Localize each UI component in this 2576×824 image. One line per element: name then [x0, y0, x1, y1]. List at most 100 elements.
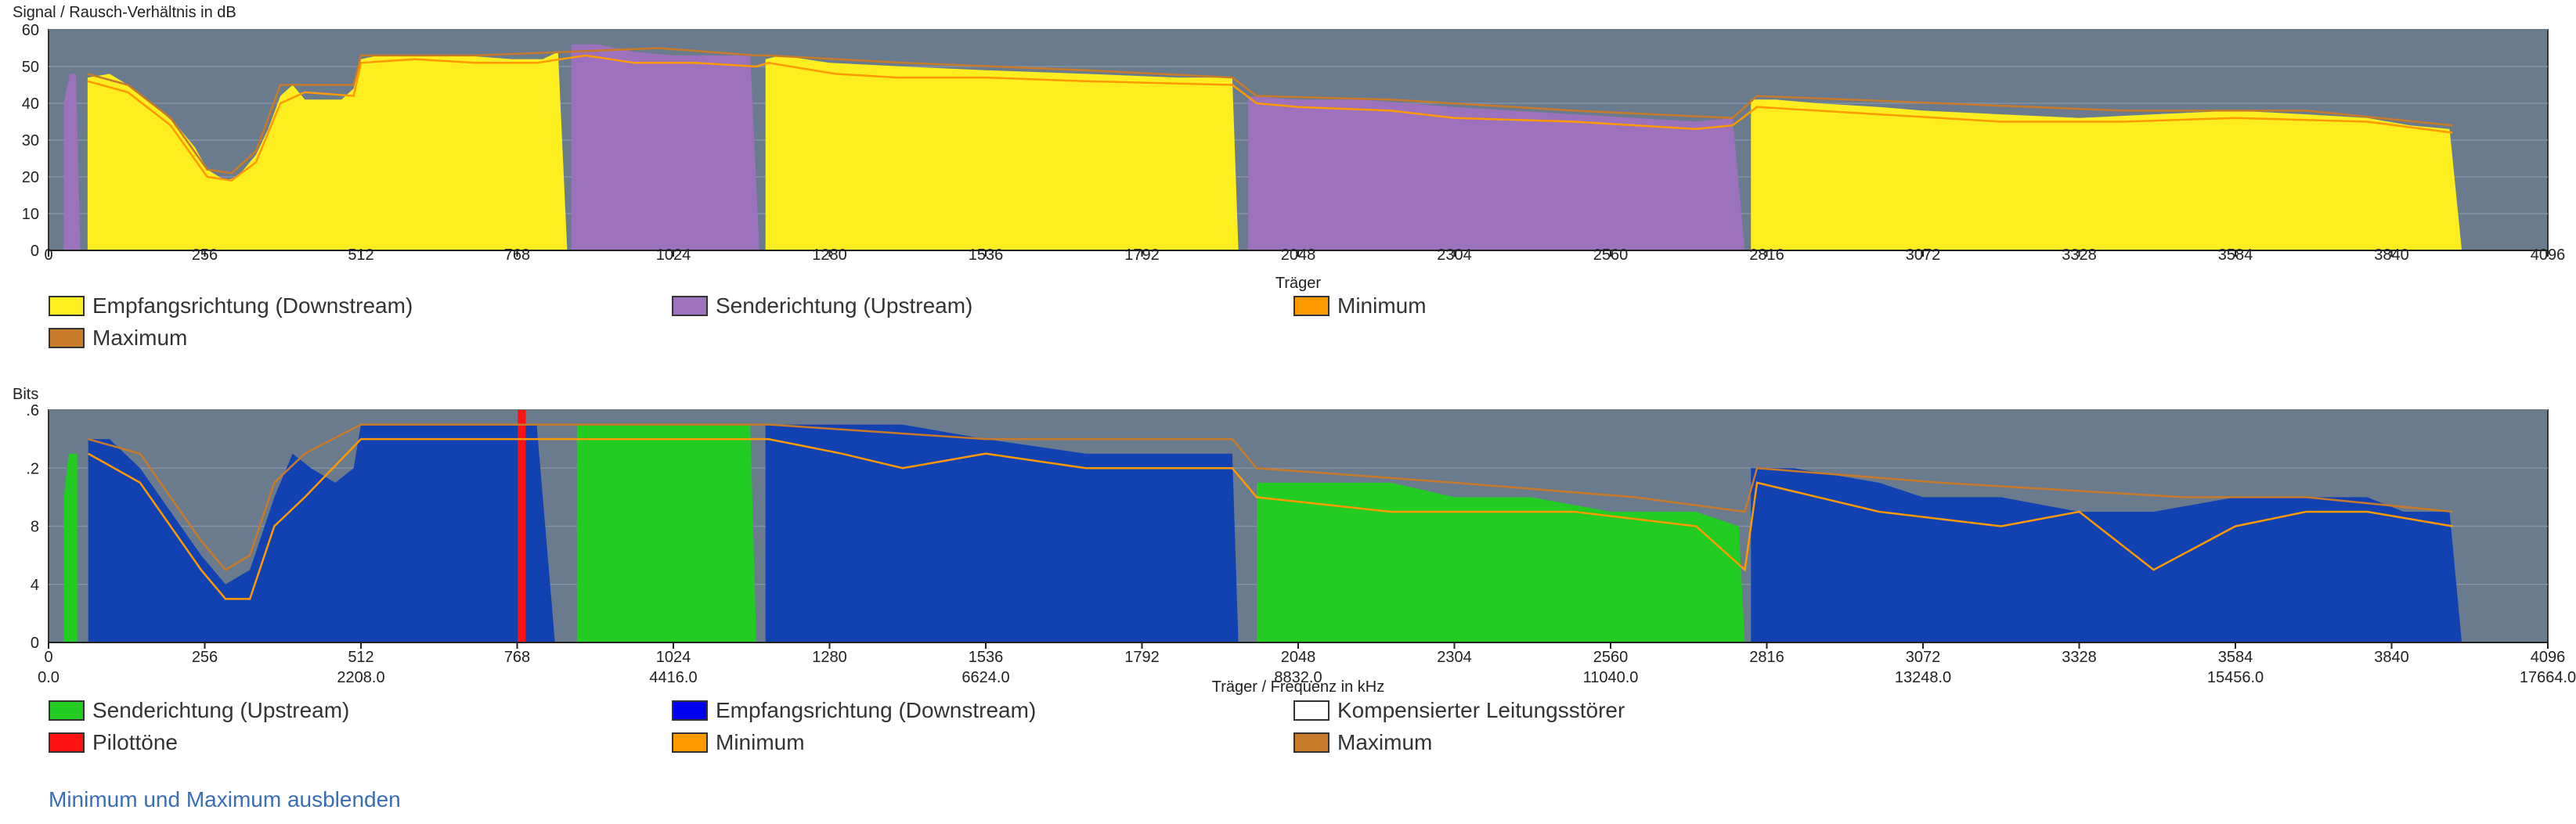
x-tick-label: 0 — [44, 649, 52, 666]
legend-label: Senderichtung (Upstream) — [716, 293, 973, 318]
y-tick-label: 0 — [31, 243, 39, 260]
legend-bits-maximum[interactable]: Maximum — [1293, 730, 1432, 755]
legend-snr-maximum[interactable]: Maximum — [49, 326, 187, 351]
x-tick-label: 2048 — [1281, 649, 1316, 666]
x-tick-khz-label: 2208.0 — [337, 669, 384, 686]
x-tick-label: 3584 — [2218, 246, 2253, 264]
x-tick-label: 256 — [192, 246, 218, 264]
y-tick-label: 40 — [22, 95, 39, 113]
legend-bits-pilot[interactable]: Pilottöne — [49, 730, 178, 755]
legend-bits-upstream[interactable]: Senderichtung (Upstream) — [49, 698, 349, 723]
y-tick-label: 50 — [22, 59, 39, 76]
x-tick-label: 1280 — [812, 649, 847, 666]
legend-label: Pilottöne — [92, 730, 178, 754]
legend-label: Empfangsrichtung (Downstream) — [92, 293, 413, 318]
y-tick-label: .6 — [26, 402, 39, 419]
y-tick-label: 8 — [31, 519, 39, 536]
x-tick-khz-label: 8832.0 — [1274, 669, 1322, 686]
legend-label: Empfangsrichtung (Downstream) — [716, 698, 1037, 722]
x-tick-khz-label: 0.0 — [38, 669, 60, 686]
x-tick-label: 3584 — [2218, 649, 2253, 666]
chart-2: 0 4 8 .2 .6 0 256 512 768 1024 1280 1536 1792 2048 230… — [13, 386, 2576, 696]
series-band — [63, 74, 81, 251]
x-tick-label: 3840 — [2374, 649, 2409, 666]
legend-label: Kompensierter Leitungsstörer — [1337, 698, 1625, 722]
legend-swatch — [1293, 732, 1329, 753]
x-tick-label: 512 — [348, 649, 373, 666]
toggle-min-max-link[interactable]: Minimum und Maximum ausblenden — [49, 787, 401, 811]
x-tick-khz-label: 11040.0 — [1583, 669, 1639, 686]
maximum-line — [88, 423, 2453, 571]
y-tick-label: 30 — [22, 132, 39, 149]
x-tick-label: 512 — [348, 246, 373, 264]
series-band — [1751, 99, 2462, 250]
legend-snr-downstream[interactable]: Empfangsrichtung (Downstream) — [49, 293, 413, 318]
legend-snr-upstream[interactable]: Senderichtung (Upstream) — [672, 293, 972, 318]
y-tick-label: 4 — [31, 577, 39, 594]
series-band — [765, 424, 1239, 642]
legend-swatch — [49, 732, 85, 753]
legend-swatch — [672, 700, 708, 721]
x-tick-label: 1792 — [1124, 649, 1160, 666]
x-tick-label: 768 — [504, 649, 530, 666]
series-band — [87, 52, 568, 250]
y-tick-label: .2 — [26, 460, 39, 477]
y-tick-label: 60 — [22, 22, 39, 39]
chart-title: Signal / Rausch-Verhältnis in dB — [13, 4, 236, 21]
legend-swatch — [1293, 296, 1329, 316]
minimum-line — [87, 54, 2453, 182]
x-tick-label: 2560 — [1593, 649, 1629, 666]
maximum-line — [87, 47, 2453, 175]
x-tick-label: 1024 — [656, 246, 691, 264]
series-band — [765, 55, 1239, 251]
series-band — [576, 424, 756, 642]
legend-label: Maximum — [92, 326, 188, 350]
x-tick-label: 2304 — [1437, 246, 1472, 264]
legend-label: Minimum — [1337, 293, 1427, 318]
legend-bits-minimum[interactable]: Minimum — [672, 730, 805, 755]
x-tick-khz-label: 15456.0 — [2207, 669, 2264, 686]
legend-swatch — [672, 732, 708, 753]
x-axis-label: Träger / Frequenz in kHz — [1212, 678, 1384, 696]
x-tick-label: 0 — [44, 246, 52, 264]
y-tick-label: 0 — [31, 635, 39, 652]
legend-swatch — [49, 700, 85, 721]
y-tick-label: 20 — [22, 169, 39, 186]
legend-label: Maximum — [1337, 730, 1433, 754]
legend-label: Minimum — [716, 730, 805, 754]
series-band — [518, 410, 526, 642]
x-tick-label: 2560 — [1593, 246, 1629, 264]
x-tick-label: 2048 — [1281, 246, 1316, 264]
x-tick-label: 2816 — [1749, 246, 1784, 264]
x-tick-label: 768 — [504, 246, 530, 264]
y-tick-label: 10 — [22, 206, 39, 223]
x-tick-label: 3328 — [2062, 649, 2097, 666]
legend-snr-minimum[interactable]: Minimum — [1293, 293, 1427, 318]
x-tick-khz-label: 17664.0 — [2520, 669, 2576, 686]
series-band — [1257, 482, 1745, 642]
x-tick-label: 4096 — [2531, 649, 2566, 666]
legend-bits-compensated[interactable]: Kompensierter Leitungsstörer — [1293, 698, 1625, 723]
series-band — [88, 424, 555, 642]
x-tick-label: 1536 — [969, 246, 1004, 264]
x-tick-khz-label: 6624.0 — [961, 669, 1009, 686]
series-band — [571, 44, 759, 251]
legend-swatch — [672, 296, 708, 316]
series-band — [63, 453, 78, 642]
x-tick-khz-label: 13248.0 — [1895, 669, 1951, 686]
legend-swatch — [49, 296, 85, 316]
legend-bits-downstream[interactable]: Empfangsrichtung (Downstream) — [672, 698, 1036, 723]
x-tick-label: 3072 — [1906, 649, 1941, 666]
legend-swatch — [1293, 700, 1329, 721]
x-tick-label: 256 — [192, 649, 218, 666]
x-tick-label: 1792 — [1124, 246, 1160, 264]
x-tick-label: 1024 — [656, 649, 691, 666]
series-band — [1248, 95, 1745, 250]
x-tick-khz-label: 4416.0 — [649, 669, 697, 686]
series-band — [1751, 468, 2462, 642]
minimum-line — [88, 437, 2453, 600]
x-axis-label: Träger — [1275, 275, 1322, 292]
x-tick-label: 3840 — [2374, 246, 2409, 264]
chart-1: 0 10 20 30 40 50 60 0 256 512 768 1024 1280 1536 1792 2… — [13, 4, 2565, 292]
x-tick-label: 2816 — [1749, 649, 1784, 666]
